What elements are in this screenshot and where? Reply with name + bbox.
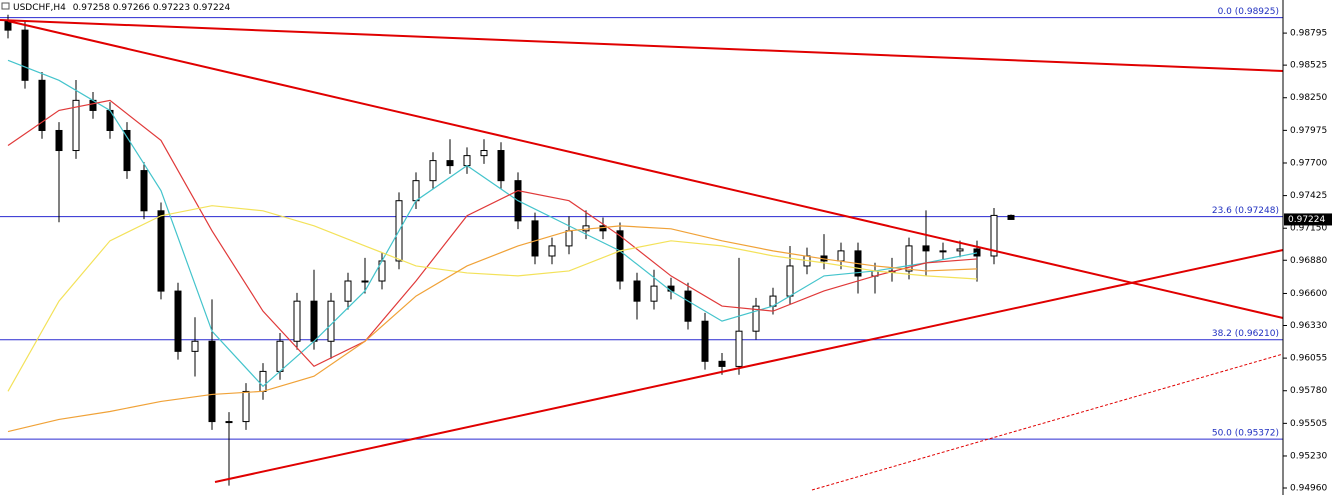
candle-body (276, 340, 284, 372)
candle-body (123, 129, 131, 172)
symbol-icon (1, 2, 10, 10)
candle-body (157, 210, 165, 292)
header: USDCHF,H4 0.97258 0.97266 0.97223 0.9722… (13, 3, 230, 13)
candle-body (531, 220, 539, 257)
price-tag-label: 0.97224 (1288, 215, 1325, 225)
trend-line (7, 20, 1284, 319)
close: 0.97224 (193, 3, 230, 13)
candle-body (565, 230, 573, 247)
moving-average (7, 225, 978, 433)
y-tick-label: 0.98250 (1290, 93, 1327, 103)
candle-body (837, 250, 845, 262)
y-tick-label: 0.97700 (1290, 158, 1327, 168)
candle-body (480, 150, 488, 157)
candle-body (463, 155, 471, 167)
candle-body (191, 340, 199, 352)
candle-body (616, 230, 624, 282)
high: 0.97266 (113, 3, 150, 13)
fib-label: 0.0 (0.98925) (1218, 7, 1279, 17)
candle-body (259, 370, 267, 392)
candle-body (939, 250, 947, 253)
candle-body (344, 280, 352, 302)
candle-body (361, 280, 369, 283)
candle-body (225, 421, 233, 424)
moving-average (7, 205, 978, 392)
candle-body (140, 170, 148, 212)
y-tick-label: 0.97975 (1290, 126, 1327, 136)
candle-body (208, 340, 216, 423)
y-tick-label: 0.97150 (1290, 224, 1327, 234)
candle-body (718, 360, 726, 367)
price-tag (1284, 213, 1332, 226)
candle-body (1007, 214, 1015, 220)
candle-body (293, 300, 301, 342)
open: 0.97258 (73, 3, 110, 13)
symbol: USDCHF,H4 (13, 3, 66, 13)
candle-body (786, 265, 794, 297)
trend-line (0, 19, 1284, 72)
candle-body (973, 248, 981, 257)
candle-body (412, 180, 420, 202)
candle-body (429, 160, 437, 182)
candle-body (735, 330, 743, 367)
y-tick-label: 0.98795 (1290, 29, 1327, 39)
candle-body (174, 290, 182, 352)
y-tick-label: 0.95230 (1290, 451, 1327, 461)
candle-body (548, 245, 556, 257)
y-tick-label: 0.95780 (1290, 386, 1327, 396)
fib-label: 38.2 (0.96210) (1212, 329, 1279, 339)
candle-body (650, 285, 658, 302)
candle-body (446, 160, 454, 167)
plot: 0.0 (0.98925) 23.6 (0.97248) 38.2 (0.96210… (0, 7, 1283, 486)
candle-body (701, 320, 709, 362)
candle-body (497, 150, 505, 182)
low: 0.97223 (153, 3, 190, 13)
candle-body (905, 245, 913, 272)
y-tick-label: 0.96880 (1290, 256, 1327, 266)
candle-body (310, 300, 318, 342)
y-tick-label: 0.95505 (1290, 419, 1327, 429)
trend-line (214, 249, 1284, 483)
candle-body (633, 280, 641, 302)
candle-body (956, 248, 964, 252)
candle-body (752, 305, 760, 332)
y-tick-label: 0.97425 (1290, 191, 1327, 201)
candle-body (582, 225, 590, 232)
trend-line (811, 353, 1284, 491)
candle-body (990, 214, 998, 257)
moving-average (7, 99, 978, 368)
y-tick-label: 0.98525 (1290, 61, 1327, 71)
candle-body (242, 390, 250, 423)
candle-body (21, 29, 29, 81)
candle-body (684, 290, 692, 322)
y-tick-label: 0.96055 (1290, 354, 1327, 364)
candle-body (55, 129, 63, 152)
candle-body (599, 225, 607, 232)
y-tick-label: 0.94960 (1290, 484, 1327, 494)
fib-label: 23.6 (0.97248) (1212, 206, 1279, 216)
candle-body (72, 99, 80, 152)
y-tick-label: 0.96330 (1290, 321, 1327, 331)
candle-body (38, 79, 46, 131)
candle-body (327, 300, 335, 342)
fib-label: 50.0 (0.95372) (1212, 429, 1279, 439)
y-tick-label: 0.96600 (1290, 289, 1327, 299)
candle-body (922, 245, 930, 252)
